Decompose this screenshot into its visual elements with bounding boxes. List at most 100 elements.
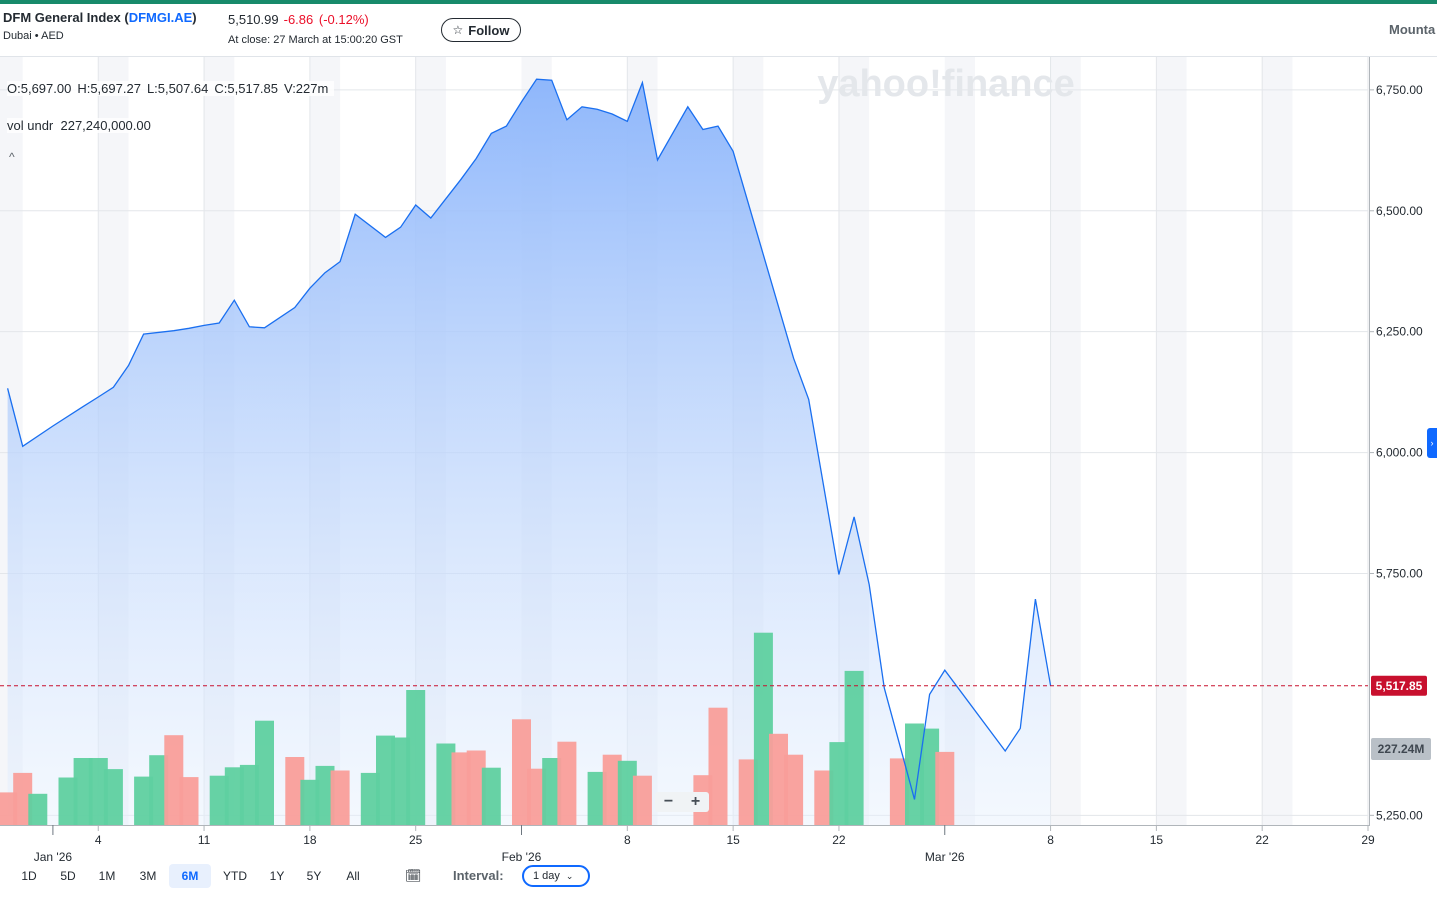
last-price-tag [1371,675,1427,696]
symbol-link[interactable]: DFMGI.AE [128,10,193,25]
volume-bar [632,775,652,825]
x-tick-label: 25 [409,833,423,847]
volume-bar [602,754,622,825]
x-tick-label: 15 [726,833,740,847]
volume-bar [224,767,244,825]
collapse-legend-icon[interactable]: ^ [9,150,15,164]
volume-legend: vol undr 227,240,000.00 [7,118,151,133]
y-tick-label: 6,750.00 [1376,83,1423,97]
range-6m-button[interactable]: 6M [169,864,211,888]
follow-button[interactable]: ☆ Follow [441,18,521,42]
exchange-info: Dubai • AED [3,30,64,42]
volume-bar [466,750,486,825]
volume-bar [164,735,184,825]
volume-bar [149,755,169,825]
volume-bar [300,779,320,825]
range-5y-button[interactable]: 5Y [306,869,322,883]
interval-select[interactable]: 1 day ⌄ [522,865,590,887]
index-name: DFM General Index (DFMGI.AE) [3,10,197,25]
month-label: Mar '26 [925,850,965,864]
volume-bar [769,733,788,825]
volume-tag [1371,738,1431,760]
volume-bar [451,752,471,825]
volume-tag-label: 227.24M [1378,742,1425,756]
volume-bar [844,670,864,825]
x-tick-label: 4 [95,833,102,847]
volume-bar [557,741,577,825]
volume-bar [73,758,93,825]
x-tick-label: 22 [1256,833,1270,847]
month-label: Jan '26 [34,850,73,864]
volume-bar [209,775,229,825]
y-tick-label: 6,000.00 [1376,446,1423,460]
range-ytd-button[interactable]: YTD [223,869,247,883]
month-label: Feb '26 [502,850,542,864]
range-5d-button[interactable]: 5D [60,869,76,883]
range-1d-button[interactable]: 1D [21,869,37,883]
weekend-band [1262,56,1293,825]
chevron-down-icon: ⌄ [565,871,574,881]
volume-bar [708,707,728,825]
interval-value: 1 day [533,870,560,882]
y-tick-label: 6,250.00 [1376,325,1423,339]
range-3m-button[interactable]: 3M [139,869,157,883]
x-tick-label: 18 [303,833,317,847]
x-tick-label: 15 [1150,833,1164,847]
yahoo-finance-watermark: yahoo!finance [817,63,1075,105]
volume-bar [58,777,78,825]
volume-bar [88,758,108,825]
price-change: -6.86 [283,12,314,27]
volume-bar [905,723,924,825]
ohlc-volume: V:227m [284,81,329,96]
volume-bar [376,735,395,825]
price-block: 5,510.99 -6.86 (-0.12%) [228,12,369,27]
ohlc-legend: O:5,697.00 H:5,697.27 L:5,507.64 C:5,517.85… [7,81,335,96]
zoom-in-button[interactable]: + [690,793,701,810]
volume-bar [512,719,531,825]
range-all-button[interactable]: All [346,869,360,883]
y-tick-label: 5,750.00 [1376,567,1423,581]
volume-bar [28,793,48,825]
cut-off-label: Mounta [1389,22,1436,37]
x-tick-label: 29 [1361,833,1375,847]
volume-bar [0,792,18,825]
expand-panel-handle[interactable]: › [1427,428,1437,458]
volume-bar [481,767,501,825]
y-tick-label: 5,250.00 [1376,808,1423,822]
volume-legend-label: vol undr [7,118,54,133]
ohlc-open: O:5,697.00 [7,81,72,96]
volume-bar [239,764,259,825]
range-1y-button[interactable]: 1Y [269,869,285,883]
volume-bar [134,776,154,825]
volume-bar [13,772,33,825]
y-tick-label: 6,500.00 [1376,204,1423,218]
range-1m-button[interactable]: 1M [98,869,116,883]
volume-bar [784,754,804,825]
volume-bar [315,765,335,825]
volume-legend-value: 227,240,000.00 [60,118,151,133]
last-price-tag-label: 5,517.85 [1376,679,1423,693]
close-time: At close: 27 March at 15:00:20 GST [228,34,403,46]
volume-bar [255,720,274,825]
volume-bar [889,758,909,825]
volume-bar [587,771,607,825]
quote-header: DFM General Index (DFMGI.AE) Dubai • AED… [0,4,1437,57]
star-icon: ☆ [452,23,464,37]
price-area [7,79,1051,825]
volume-bar [617,760,637,825]
price-line [6,78,1052,800]
x-tick-label: 22 [832,833,846,847]
ohlc-close: C:5,517.85 [214,81,278,96]
volume-bar [330,770,350,825]
price-change-pct: (-0.12%) [318,12,369,27]
calendar-icon[interactable]: 🗓 [405,868,422,883]
volume-bar [527,768,547,825]
volume-bar [103,769,123,825]
volume-bar [179,777,199,825]
ohlc-high: H:5,697.27 [77,81,141,96]
x-tick-label: 8 [624,833,631,847]
volume-bar [829,742,849,825]
ohlc-low: L:5,507.64 [146,81,209,96]
zoom-out-button[interactable]: − [663,793,674,810]
